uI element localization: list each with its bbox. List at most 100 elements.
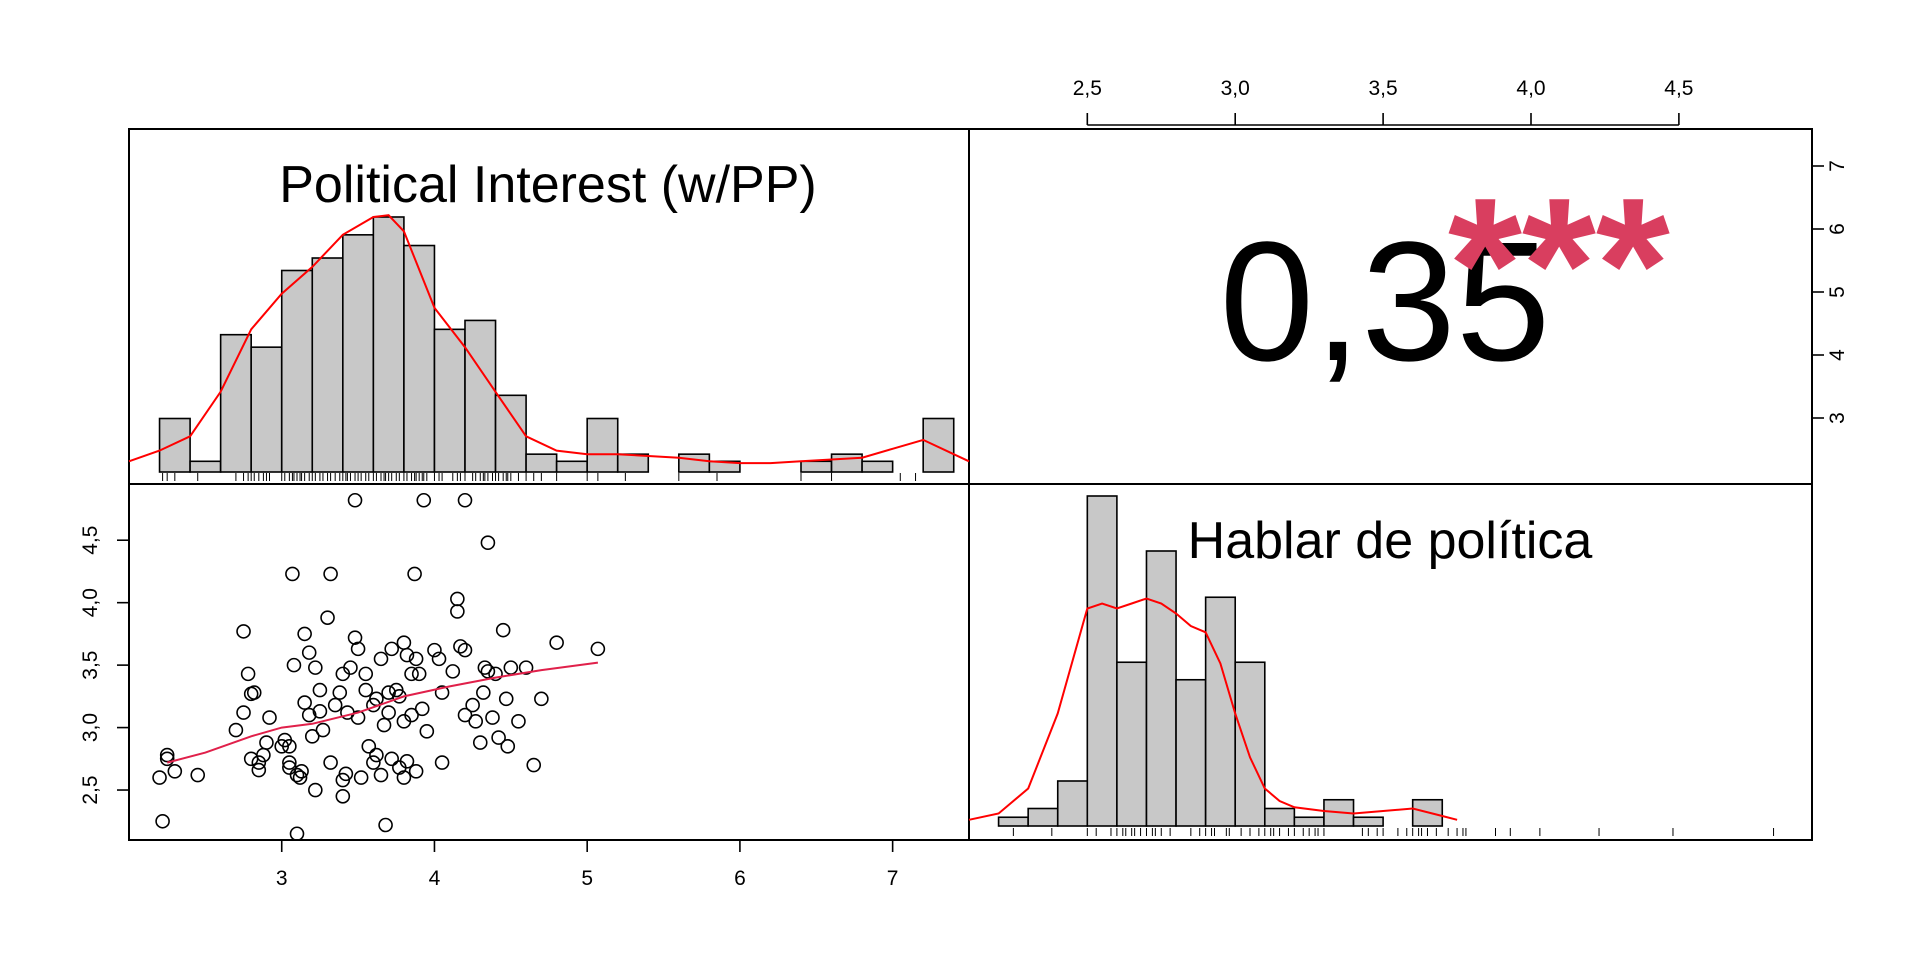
scatter-point: [445, 664, 461, 679]
scatter-point: [292, 770, 308, 785]
scatter-point: [285, 566, 300, 582]
scatter-point: [297, 626, 312, 642]
scatter-point: [312, 682, 328, 698]
scatter-point: [167, 763, 183, 779]
histogram-bar: [342, 234, 375, 473]
scatter-point: [450, 591, 465, 607]
curves-layer: [128, 214, 1458, 821]
scatter-point: [396, 635, 412, 650]
scatter-point: [373, 767, 389, 783]
scatter-smoother-line: [166, 661, 599, 764]
scatter-point: [457, 707, 473, 723]
scatter-points: [152, 492, 606, 842]
histogram-bar: [555, 460, 588, 473]
axes-layer: 3 4 5 6 7 2,5 3,0 3,5 4,0 4,5 2,5 3,0 3,5 4,0 4,5 3 4 5 6 7: [79, 77, 1849, 890]
histogram-bar: [372, 216, 405, 473]
scatter-point: [434, 685, 450, 700]
scatter-point: [323, 566, 338, 582]
histogram-bar: [311, 257, 344, 473]
top-axis-tick-label: 4,5: [1664, 77, 1693, 100]
scatter-point: [378, 817, 393, 833]
scatter-point: [304, 729, 320, 744]
scatter-point: [256, 747, 271, 763]
scatter-point: [396, 770, 412, 785]
scatter-point: [404, 707, 419, 723]
scatter-point: [243, 751, 259, 767]
scatter-point: [419, 724, 435, 739]
scatter-point: [384, 751, 399, 767]
hist-var1-rug: [162, 473, 917, 481]
scatter-point: [236, 624, 251, 639]
scatter-point: [495, 622, 511, 638]
scatter-point: [381, 685, 396, 700]
scatter-point: [155, 813, 170, 829]
scatter-point: [301, 707, 317, 723]
scatter-point: [282, 739, 297, 754]
left-axis-tick-label: 3,5: [79, 651, 102, 680]
histogram-bar: [280, 269, 314, 473]
scatter-point: [320, 610, 335, 625]
scatter-point: [500, 739, 516, 754]
scatter-point: [408, 763, 424, 779]
scatter-point: [404, 666, 419, 682]
scatter-point: [236, 705, 251, 720]
scatter-point: [347, 492, 363, 508]
scatter-point: [414, 701, 430, 717]
scatter-point: [289, 767, 305, 783]
scatter-point: [308, 660, 323, 675]
scatter-point: [431, 651, 447, 667]
top-axis-tick-label: 2,5: [1073, 77, 1102, 100]
hist-var1-bars: [158, 216, 955, 473]
right-axis-tick-label: 4: [1826, 349, 1849, 361]
scatter-point: [468, 714, 483, 729]
scatter-point: [159, 751, 175, 767]
histogram-bar: [1027, 807, 1059, 827]
scatter-point: [590, 641, 606, 657]
bottom-axis-tick-label: 3: [276, 867, 288, 890]
histogram-bar: [800, 460, 833, 473]
scatter-point: [358, 682, 374, 698]
histogram-bar: [1234, 661, 1266, 827]
scatter-point: [347, 630, 363, 645]
scatter-point: [472, 735, 488, 750]
histogram-bar: [830, 453, 863, 473]
scatter-point: [327, 697, 343, 713]
histogram-bar: [1116, 661, 1148, 827]
scatter-point: [485, 710, 500, 725]
scatter-point: [376, 717, 392, 733]
scatter-point: [240, 666, 256, 682]
scatter-point: [427, 642, 442, 658]
scatter-point: [152, 770, 167, 785]
histogram-bar: [1263, 807, 1296, 827]
histogram-bar: [250, 346, 283, 473]
scatter-point: [411, 666, 427, 682]
histogram-bar: [494, 394, 527, 473]
histogram-bar: [1293, 816, 1325, 827]
histogram-bar: [464, 319, 497, 473]
scatter-point: [297, 695, 312, 710]
scatter-point: [477, 660, 493, 675]
right-axis-tick-label: 6: [1826, 223, 1849, 235]
right-axis-tick-label: 5: [1826, 286, 1849, 298]
scatter-point: [338, 766, 354, 782]
scatter-point: [384, 641, 399, 657]
scatter-point: [315, 722, 331, 738]
scatter-point: [358, 666, 374, 682]
histogram-bar: [1086, 495, 1118, 827]
bottom-axis-tick-label: 5: [581, 867, 593, 890]
histogram-bar: [616, 453, 650, 473]
right-axis-tick-label: 3: [1826, 412, 1849, 424]
scatter-point: [312, 704, 328, 719]
scatter-point: [190, 767, 206, 783]
scatter-point: [343, 660, 358, 675]
scatter-point: [246, 685, 262, 700]
hist-var2-rug: [1012, 828, 1775, 836]
scatter-point: [453, 639, 468, 654]
histogram-bar: [922, 417, 955, 473]
histogram-bar: [219, 333, 252, 473]
hist-var2-bars: [997, 495, 1444, 827]
histogram-bar: [586, 417, 619, 473]
scatter-point: [488, 666, 503, 682]
top-axis-tick-label: 4,0: [1516, 77, 1545, 100]
